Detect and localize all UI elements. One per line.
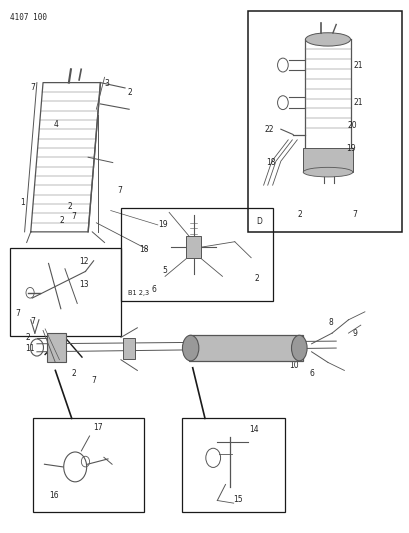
Text: 7: 7 bbox=[16, 310, 20, 318]
Text: 18: 18 bbox=[266, 158, 275, 167]
Text: 6: 6 bbox=[151, 285, 156, 294]
Bar bbox=[303, 148, 352, 172]
Ellipse shape bbox=[302, 167, 352, 177]
Bar bbox=[10, 248, 121, 336]
Text: 7: 7 bbox=[352, 211, 357, 220]
Text: D: D bbox=[256, 217, 261, 226]
Text: 19: 19 bbox=[346, 143, 355, 152]
Text: 6: 6 bbox=[309, 369, 314, 378]
Bar bbox=[121, 208, 272, 301]
Text: 14: 14 bbox=[249, 425, 258, 434]
Text: 2: 2 bbox=[254, 273, 258, 282]
Text: 17: 17 bbox=[94, 423, 103, 432]
Text: 9: 9 bbox=[352, 329, 357, 338]
Text: 10: 10 bbox=[288, 361, 298, 370]
Bar bbox=[33, 418, 143, 512]
Text: 8: 8 bbox=[328, 318, 333, 327]
Text: 7: 7 bbox=[31, 317, 36, 326]
Text: 19: 19 bbox=[157, 220, 167, 229]
Text: 18: 18 bbox=[139, 245, 148, 254]
Text: 7: 7 bbox=[31, 83, 36, 92]
Text: 4107 100: 4107 100 bbox=[10, 13, 47, 22]
Bar bbox=[186, 237, 201, 258]
Text: 4: 4 bbox=[53, 120, 58, 129]
Bar bbox=[47, 333, 65, 362]
Text: B1 2,3: B1 2,3 bbox=[128, 290, 149, 296]
Text: 22: 22 bbox=[264, 125, 273, 134]
Ellipse shape bbox=[305, 33, 350, 46]
Text: 2: 2 bbox=[25, 333, 30, 342]
Text: 7: 7 bbox=[117, 186, 121, 195]
Text: 2: 2 bbox=[72, 369, 76, 378]
Text: 1: 1 bbox=[20, 198, 25, 207]
Text: 2: 2 bbox=[59, 216, 64, 225]
Text: 7: 7 bbox=[72, 212, 76, 221]
Text: 7: 7 bbox=[91, 376, 96, 385]
Text: 13: 13 bbox=[79, 280, 88, 289]
Text: 21: 21 bbox=[353, 98, 362, 107]
Text: 15: 15 bbox=[233, 495, 243, 504]
Text: 21: 21 bbox=[353, 61, 362, 70]
Bar bbox=[123, 338, 135, 359]
Text: 16: 16 bbox=[49, 491, 59, 500]
Bar bbox=[247, 11, 401, 232]
Text: 5: 5 bbox=[162, 266, 166, 275]
Text: 12: 12 bbox=[79, 257, 88, 265]
Bar bbox=[188, 335, 303, 361]
Bar bbox=[182, 418, 284, 512]
Text: 20: 20 bbox=[346, 121, 356, 130]
Ellipse shape bbox=[291, 335, 306, 361]
Ellipse shape bbox=[182, 335, 198, 361]
Text: 2: 2 bbox=[297, 211, 301, 220]
Text: 11: 11 bbox=[25, 344, 35, 353]
Text: 2: 2 bbox=[127, 88, 132, 97]
Text: 3: 3 bbox=[104, 79, 109, 88]
Text: 2: 2 bbox=[67, 202, 72, 211]
